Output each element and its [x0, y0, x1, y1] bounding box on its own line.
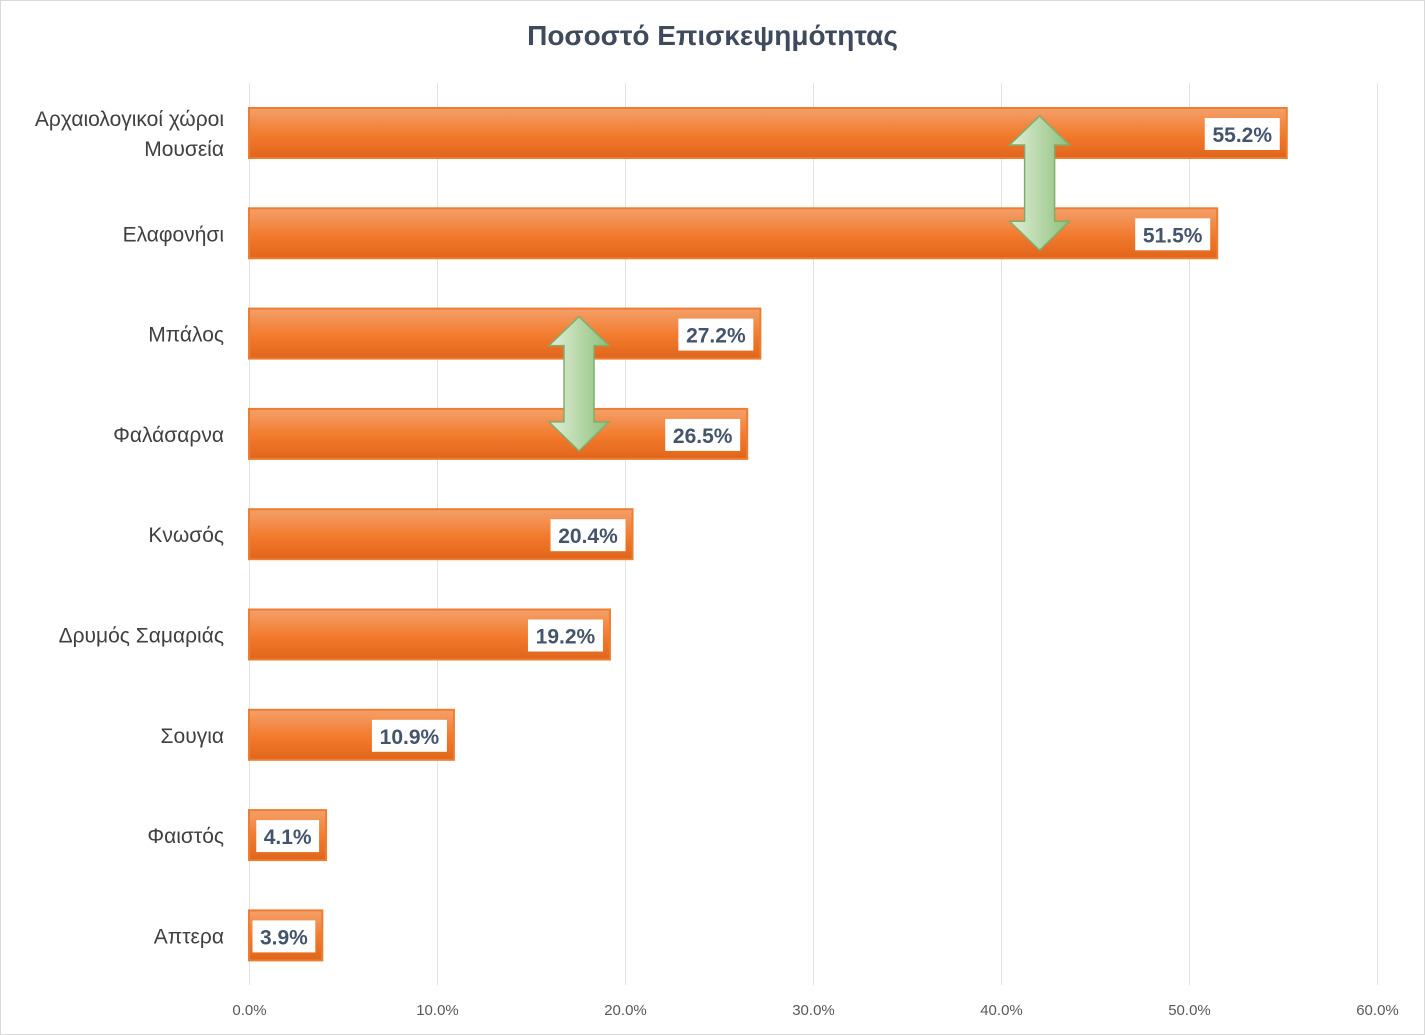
chart-title: Ποσοστό Επισκεψημότητας [527, 20, 898, 51]
category-label: Μουσεία [144, 138, 224, 161]
bar [248, 207, 1219, 260]
data-label: 26.5% [673, 425, 733, 448]
category-label: Κνωσός [148, 524, 224, 547]
x-tick-label: 30.0% [792, 1002, 835, 1019]
data-label-box [550, 519, 626, 552]
x-tick-label: 10.0% [416, 1002, 459, 1019]
double-arrow-icon [547, 315, 611, 452]
data-label-box [1204, 118, 1280, 150]
data-label-box [527, 619, 603, 652]
data-label-box [256, 820, 320, 853]
data-labels: 55.2% 51.5% 27.2% 26.5% 20.4% 19.2% 10.9% 4.1% 3… [252, 118, 1280, 953]
annotation-arrows [547, 114, 1072, 452]
x-tick-label: 50.0% [1168, 1002, 1211, 1019]
data-label-box [1135, 218, 1211, 251]
category-label: Μπάλος [148, 324, 224, 347]
data-label: 51.5% [1143, 224, 1203, 247]
data-label: 10.9% [380, 726, 440, 749]
bar [248, 107, 1288, 159]
x-tick-label: 20.0% [604, 1002, 647, 1019]
x-tick-label: 0.0% [232, 1002, 266, 1019]
data-label: 55.2% [1212, 124, 1272, 147]
data-label: 4.1% [264, 826, 312, 849]
category-label: Φαλάσαρνα [113, 424, 224, 447]
data-label: 27.2% [686, 325, 746, 348]
category-label: Αρχαιολογικοί χώροι [35, 108, 224, 131]
bars [248, 107, 1288, 962]
category-label: Φαιστός [147, 825, 224, 848]
bar [248, 407, 749, 460]
data-label: 20.4% [558, 525, 618, 548]
data-label-box [678, 318, 754, 351]
x-tick-label: 60.0% [1356, 1002, 1399, 1019]
category-label: Σουγια [161, 725, 224, 748]
data-label: 3.9% [260, 926, 308, 949]
x-axis-tick-labels: 0.0% 10.0% 20.0% 30.0% 40.0% 50.0% 60.0% [232, 1002, 1398, 1019]
data-label-box [252, 920, 316, 953]
x-tick-label: 40.0% [980, 1002, 1023, 1019]
category-label: Δρυμός Σαμαριάς [59, 625, 224, 648]
data-label-box [665, 418, 741, 451]
category-label: Απτερα [154, 925, 224, 948]
bar [248, 307, 762, 360]
category-label: Ελαφονήσι [123, 223, 225, 246]
data-label-box [371, 719, 447, 752]
double-arrow-icon [1007, 114, 1072, 252]
category-labels: Αρχαιολογικοί χώροι Μουσεία Ελαφονήσι Μπάλο… [35, 108, 224, 948]
data-label: 19.2% [536, 626, 596, 649]
